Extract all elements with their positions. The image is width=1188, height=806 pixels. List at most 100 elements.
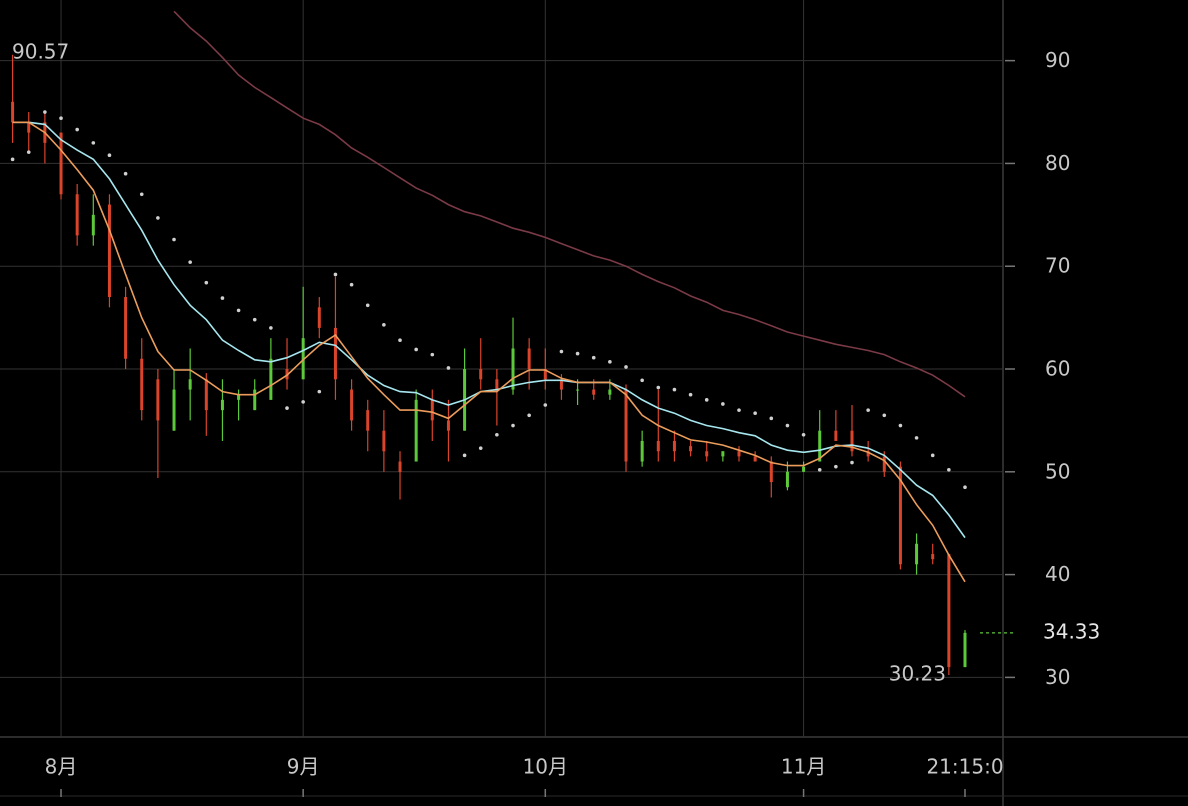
ma-line xyxy=(12,121,966,583)
body xyxy=(834,430,838,441)
body xyxy=(802,466,806,472)
sar-dot xyxy=(301,400,305,404)
y-tick-label: 80 xyxy=(1045,151,1070,175)
y-tick-label: 50 xyxy=(1045,459,1070,483)
body xyxy=(898,466,902,565)
body xyxy=(785,471,789,488)
body xyxy=(220,399,224,411)
body xyxy=(656,440,660,452)
body xyxy=(543,369,547,380)
body xyxy=(27,122,31,133)
sar-dot xyxy=(963,485,967,490)
y-tick-label: 90 xyxy=(1045,48,1070,72)
sar-dot xyxy=(10,157,15,162)
body xyxy=(430,399,434,421)
body xyxy=(140,358,144,411)
body xyxy=(527,348,531,370)
y-tick-label: 30 xyxy=(1045,665,1070,689)
body xyxy=(511,348,515,390)
sar-dot xyxy=(495,432,499,437)
x-tick-label: 9月 xyxy=(287,755,320,779)
body xyxy=(172,389,176,431)
last-price-label: 34.33 xyxy=(1043,619,1100,643)
sar-dot xyxy=(478,446,483,450)
sar-dot xyxy=(834,464,838,469)
sar-dot xyxy=(769,416,774,421)
body xyxy=(253,389,257,411)
y-tick-label: 60 xyxy=(1045,357,1070,381)
body xyxy=(301,338,305,380)
body xyxy=(559,379,563,390)
body xyxy=(237,394,241,400)
sar-dot xyxy=(285,406,289,410)
body xyxy=(640,440,644,462)
sar-dot xyxy=(204,280,209,285)
sar-dot xyxy=(430,352,435,357)
body xyxy=(59,132,63,195)
sar-dot xyxy=(640,378,644,383)
body xyxy=(818,430,822,462)
sar-dot xyxy=(236,308,241,313)
body xyxy=(350,389,354,421)
low-label: 30.23 xyxy=(889,662,946,686)
sar-dot xyxy=(850,460,854,465)
body xyxy=(769,461,773,483)
sar-dot xyxy=(317,389,322,394)
body xyxy=(608,389,612,395)
sar-dot xyxy=(511,423,515,428)
sar-dot xyxy=(91,141,96,145)
sar-dot xyxy=(527,413,531,418)
x-tick-label: 8月 xyxy=(45,755,78,779)
sar-dot xyxy=(269,326,273,330)
body xyxy=(188,379,192,390)
sar-dot xyxy=(382,323,386,327)
sar-dot xyxy=(688,392,693,397)
body xyxy=(317,307,321,328)
sar-dot xyxy=(608,360,612,364)
body xyxy=(915,543,919,565)
body xyxy=(414,399,418,462)
body xyxy=(882,456,886,472)
y-tick-label: 70 xyxy=(1045,254,1070,278)
sar-dot xyxy=(43,110,47,114)
sar-dot xyxy=(333,272,338,277)
body xyxy=(947,554,951,668)
body xyxy=(91,214,95,236)
body xyxy=(75,194,79,236)
body xyxy=(624,389,628,462)
sar-dot xyxy=(882,413,887,418)
sar-dot xyxy=(947,467,951,472)
body xyxy=(705,451,709,457)
sar-dot xyxy=(801,432,806,437)
body xyxy=(721,451,725,457)
body xyxy=(479,369,483,380)
body xyxy=(931,554,935,560)
body xyxy=(382,430,386,452)
sar-dot xyxy=(914,436,919,440)
sar-dot xyxy=(156,216,160,220)
sar-dot xyxy=(656,385,661,390)
sar-dot xyxy=(172,237,176,242)
sar-dot xyxy=(462,453,467,458)
sar-dot xyxy=(591,355,596,360)
sar-dot xyxy=(704,398,709,402)
body xyxy=(576,389,580,391)
body xyxy=(107,204,111,298)
sar-dot xyxy=(785,423,790,428)
x-tick-label: 10月 xyxy=(523,755,568,779)
x-tick-label: 11月 xyxy=(781,755,826,779)
sar-dot xyxy=(866,408,870,412)
body xyxy=(11,101,15,123)
ma-line xyxy=(173,10,966,398)
body xyxy=(156,379,160,421)
body xyxy=(592,389,596,395)
sar-dot xyxy=(737,408,741,412)
body xyxy=(866,451,870,457)
sar-dot xyxy=(414,347,418,352)
body xyxy=(737,451,741,457)
sar-dot xyxy=(349,282,354,287)
sar-dot xyxy=(252,317,257,322)
sar-dot xyxy=(75,127,79,132)
body xyxy=(204,379,208,411)
